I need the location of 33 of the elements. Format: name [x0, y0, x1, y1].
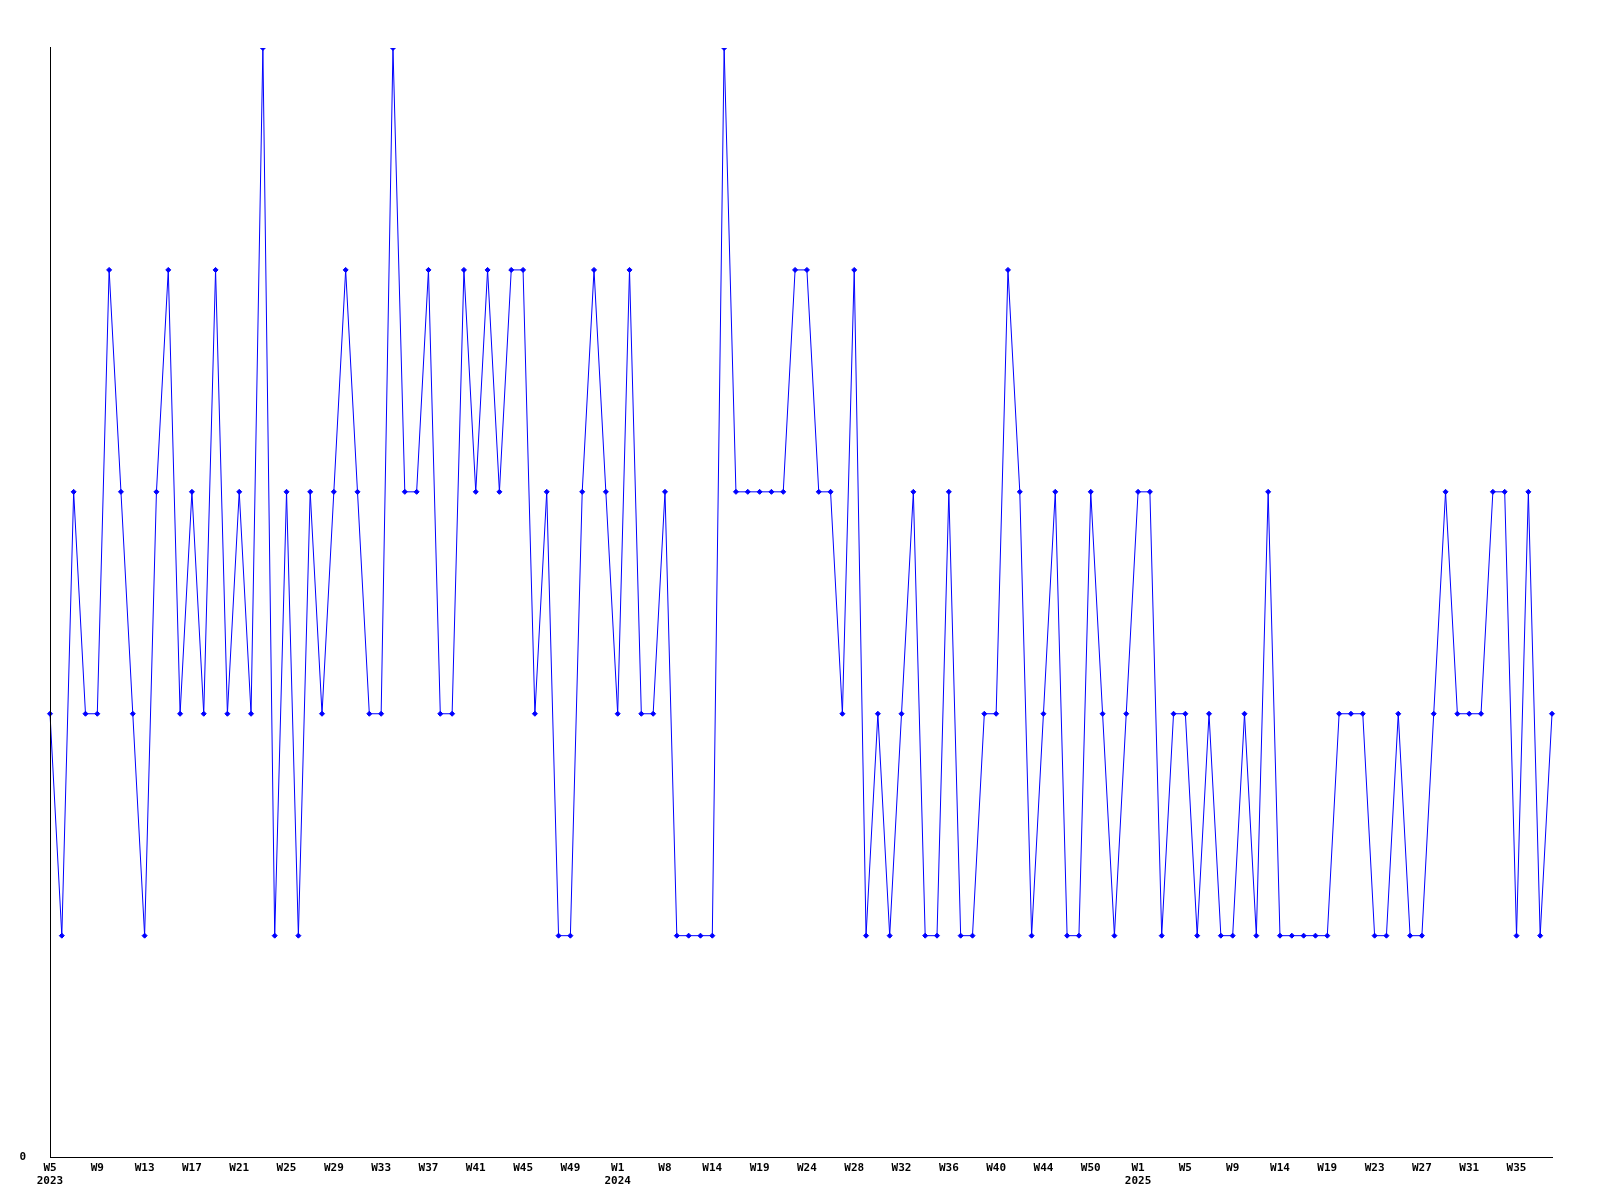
- x-tick-label: W19: [1317, 1161, 1338, 1175]
- x-tick-label: W40: [986, 1161, 1007, 1175]
- x-tick-label: W13: [134, 1161, 155, 1175]
- x-tick-label: W8: [658, 1161, 672, 1175]
- x-tick-label: W49: [560, 1161, 581, 1175]
- x-tick-label: W32: [891, 1161, 912, 1175]
- x-tick-label: W50: [1080, 1161, 1101, 1175]
- x-tick-label: W29: [323, 1161, 344, 1175]
- x-tick-label: W45: [513, 1161, 534, 1175]
- x-tick-label: W9: [1226, 1161, 1240, 1175]
- x-tick-label: W36: [938, 1161, 960, 1175]
- x-tick-label: W23: [1364, 1161, 1385, 1175]
- x-tick-label: W14: [702, 1161, 723, 1175]
- x-tick-label: W1 2024: [604, 1161, 632, 1188]
- text: 0: [19, 1150, 26, 1164]
- x-tick-label: W5 2023: [36, 1161, 64, 1188]
- x-tick-label: W17: [181, 1161, 202, 1175]
- x-tick-label: W5: [1178, 1161, 1192, 1175]
- x-tick-label: W31: [1459, 1161, 1480, 1175]
- x-tick-label: W14: [1270, 1161, 1291, 1175]
- x-tick-label: W21: [229, 1161, 250, 1175]
- x-tick-label: W41: [465, 1161, 487, 1175]
- x-tick-label: W44: [1033, 1161, 1054, 1175]
- x-tick-label: W27: [1411, 1161, 1432, 1175]
- x-tick-label: W25: [276, 1161, 297, 1175]
- x-tick-label: W9: [90, 1161, 104, 1175]
- x-tick-label: W35: [1506, 1161, 1527, 1175]
- x-tick-label: W24: [796, 1161, 818, 1175]
- x-tick-label: W33: [371, 1161, 392, 1175]
- x-tick-label: W19: [749, 1161, 770, 1175]
- x-tick-label: W37: [418, 1161, 439, 1175]
- x-tick-label: W28: [844, 1161, 865, 1175]
- x-tick-label: W1 2025: [1124, 1161, 1152, 1188]
